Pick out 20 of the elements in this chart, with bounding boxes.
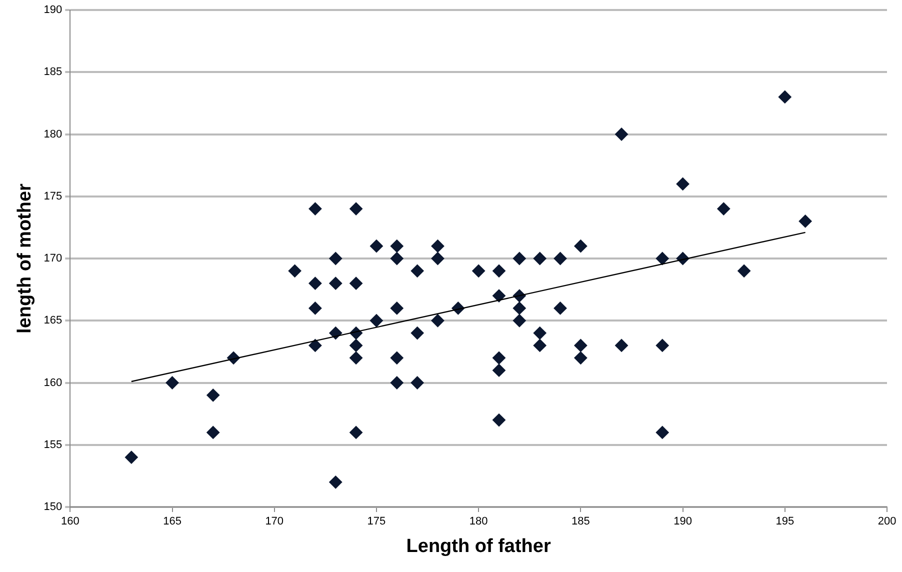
x-axis-title: Length of father (406, 536, 552, 557)
x-tick-label: 175 (367, 516, 386, 528)
x-tick-label: 200 (878, 516, 896, 528)
y-axis-title: length of mother (14, 182, 36, 334)
x-tick-label: 170 (265, 516, 284, 528)
x-tick-label: 160 (60, 516, 80, 528)
y-tick-label: 175 (44, 190, 62, 202)
y-tick-label: 160 (44, 376, 62, 389)
y-tick-label: 185 (44, 66, 62, 78)
x-tick-label: 180 (469, 516, 488, 528)
y-tick-label: 155 (44, 438, 62, 451)
x-tick-label: 185 (572, 516, 590, 528)
y-tick-label: 165 (44, 314, 62, 327)
y-tick-label: 150 (44, 501, 62, 514)
x-tick-label: 165 (163, 516, 182, 528)
y-tick-label: 190 (44, 4, 62, 16)
y-tick-label: 180 (44, 128, 62, 140)
y-tick-label: 170 (44, 252, 62, 265)
x-tick-label: 190 (674, 516, 692, 528)
x-tick-label: 195 (776, 516, 794, 528)
